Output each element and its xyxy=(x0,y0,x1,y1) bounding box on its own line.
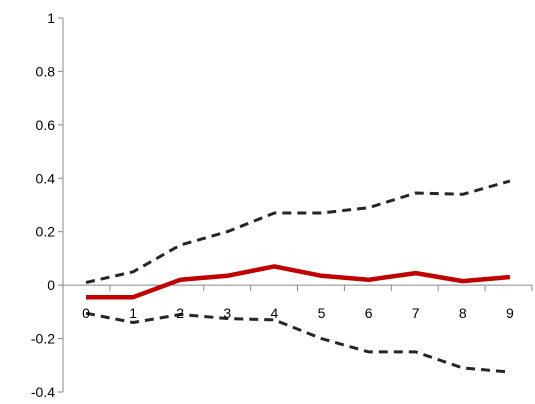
x-tick-label: 7 xyxy=(412,305,420,321)
x-tick-label: 3 xyxy=(223,305,231,321)
chart-axes xyxy=(58,17,533,393)
solid-series-line-1 xyxy=(86,264,511,300)
y-tick-label: 0.6 xyxy=(36,117,56,133)
chart-series-layer xyxy=(85,179,511,374)
x-tick-label: 9 xyxy=(506,305,514,321)
x-tick-label: 1 xyxy=(129,305,137,321)
x-tick-label: 0 xyxy=(82,305,90,321)
y-tick-label: 0.8 xyxy=(36,63,56,79)
y-tick-label: -0.2 xyxy=(31,331,55,347)
x-tick-label: 6 xyxy=(365,305,373,321)
chart-tick-labels: -0.4 -0.2 0 0.2 0.4 0.6 0.8 1 0 1 2 3 4 5 6 7 8 9 xyxy=(31,10,514,400)
x-tick-label: 5 xyxy=(318,305,326,321)
x-tick-label: 2 xyxy=(176,305,184,321)
dashed-series-line-0 xyxy=(85,179,511,284)
y-tick-label: 0.4 xyxy=(36,170,56,186)
y-tick-label: 0 xyxy=(47,277,55,293)
x-tick-label: 8 xyxy=(459,305,467,321)
y-tick-label: 0.2 xyxy=(36,224,56,240)
x-tick-label: 4 xyxy=(271,305,279,321)
y-tick-label: 1 xyxy=(47,10,55,26)
dashed-series-line-2 xyxy=(85,311,511,374)
y-tick-label: -0.4 xyxy=(31,384,55,400)
